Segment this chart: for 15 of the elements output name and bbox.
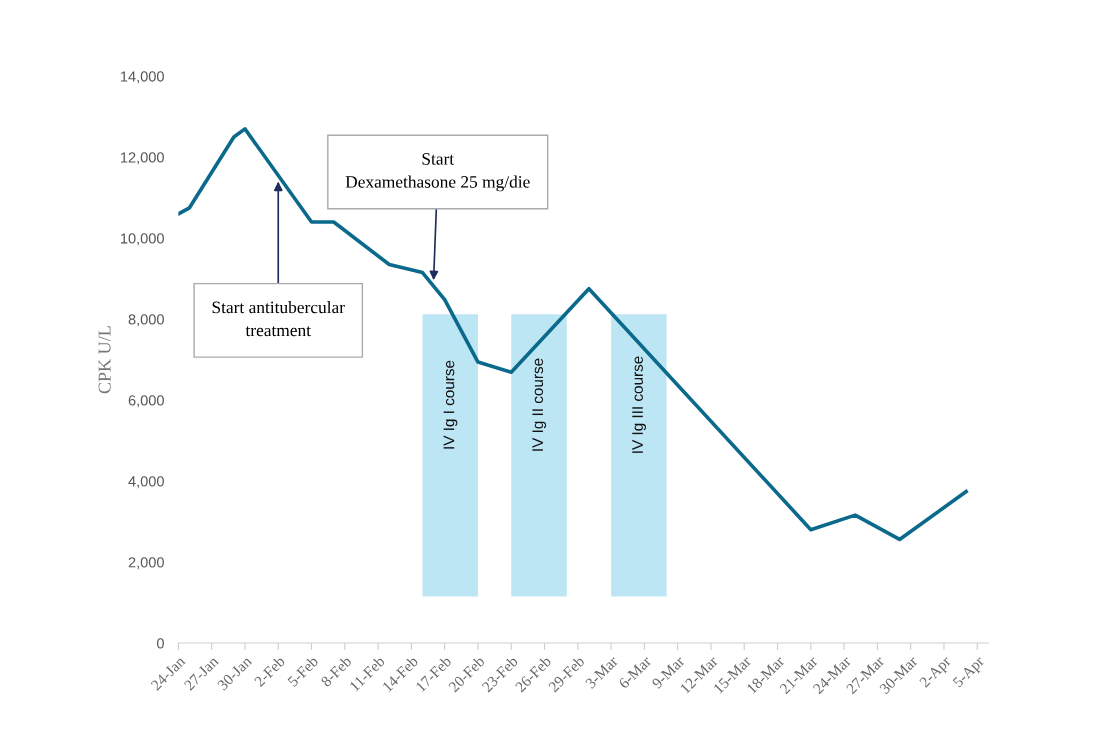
y-tick-label: 8,000 <box>128 314 164 327</box>
annotation: Start antitubercular treatment <box>212 301 345 337</box>
y-tick-label: 14,000 <box>121 71 164 84</box>
annotation: Start Dexamethasone 25 mg/die <box>345 153 530 192</box>
line-series <box>178 127 968 542</box>
y-axis-title: CPK U/L <box>98 326 111 394</box>
y-tick-label: 10,000 <box>121 233 164 246</box>
y-tick-label: 0 <box>156 638 164 649</box>
band-label: IV Ig II course <box>532 358 547 451</box>
y-tick-label: 2,000 <box>128 557 164 570</box>
y-tick-label: 4,000 <box>128 476 164 489</box>
y-tick-label: 12,000 <box>121 152 164 165</box>
y-tick-label: 6,000 <box>128 395 164 408</box>
band-label: IV Ig I course <box>443 360 458 449</box>
band-label: IV Ig III course <box>632 356 646 453</box>
